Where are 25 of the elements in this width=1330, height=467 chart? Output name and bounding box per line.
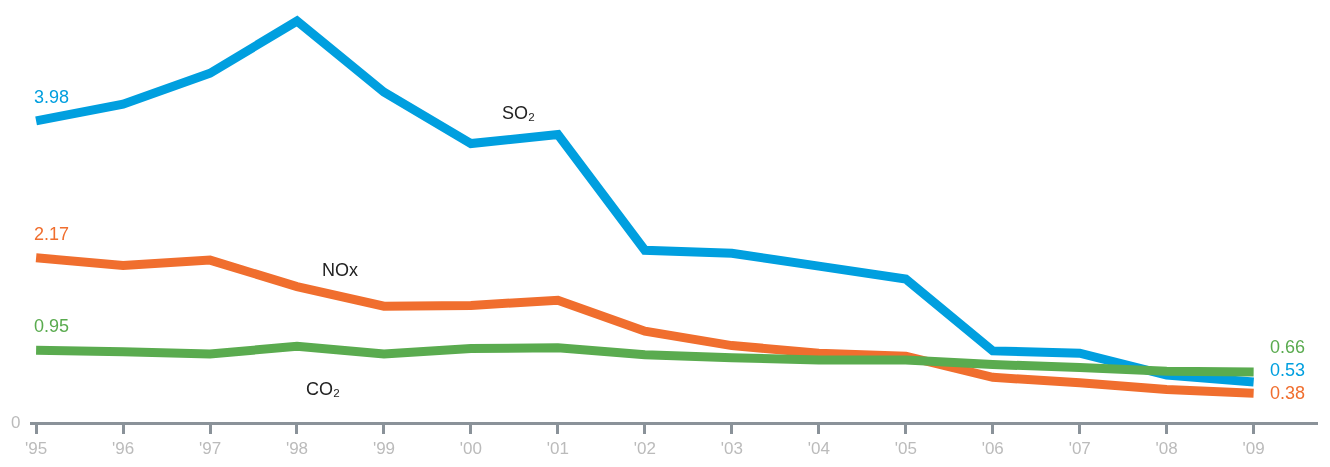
x-tick-label: '95: [25, 439, 48, 459]
x-tick-label: '01: [546, 439, 569, 459]
x-tick-label: '02: [633, 439, 656, 459]
x-tick-label: '03: [720, 439, 743, 459]
x-tick-label: '96: [111, 439, 135, 459]
data-label: 0.95: [34, 316, 70, 336]
x-tick-label: '05: [894, 439, 917, 459]
x-tick-label: '00: [459, 439, 483, 459]
x-tick-label: '08: [1155, 439, 1178, 459]
x-tick-label: '04: [807, 439, 830, 459]
data-label: 0.38: [1270, 383, 1306, 403]
series-label: NOx: [322, 260, 358, 280]
series-label: SO₂: [502, 103, 536, 123]
data-label: 2.17: [34, 224, 70, 244]
x-tick-label: '06: [981, 439, 1004, 459]
x-tick-label: '07: [1068, 439, 1091, 459]
x-tick-label: '99: [372, 439, 396, 459]
data-label: 0.66: [1270, 337, 1306, 357]
data-label: 0.53: [1270, 360, 1306, 380]
series-label: CO₂: [306, 379, 340, 399]
text: 0: [11, 413, 21, 432]
x-tick-label: '97: [198, 439, 222, 459]
x-tick-label: '98: [285, 439, 309, 459]
data-label: 3.98: [34, 87, 70, 107]
x-tick-label: '09: [1242, 439, 1265, 459]
